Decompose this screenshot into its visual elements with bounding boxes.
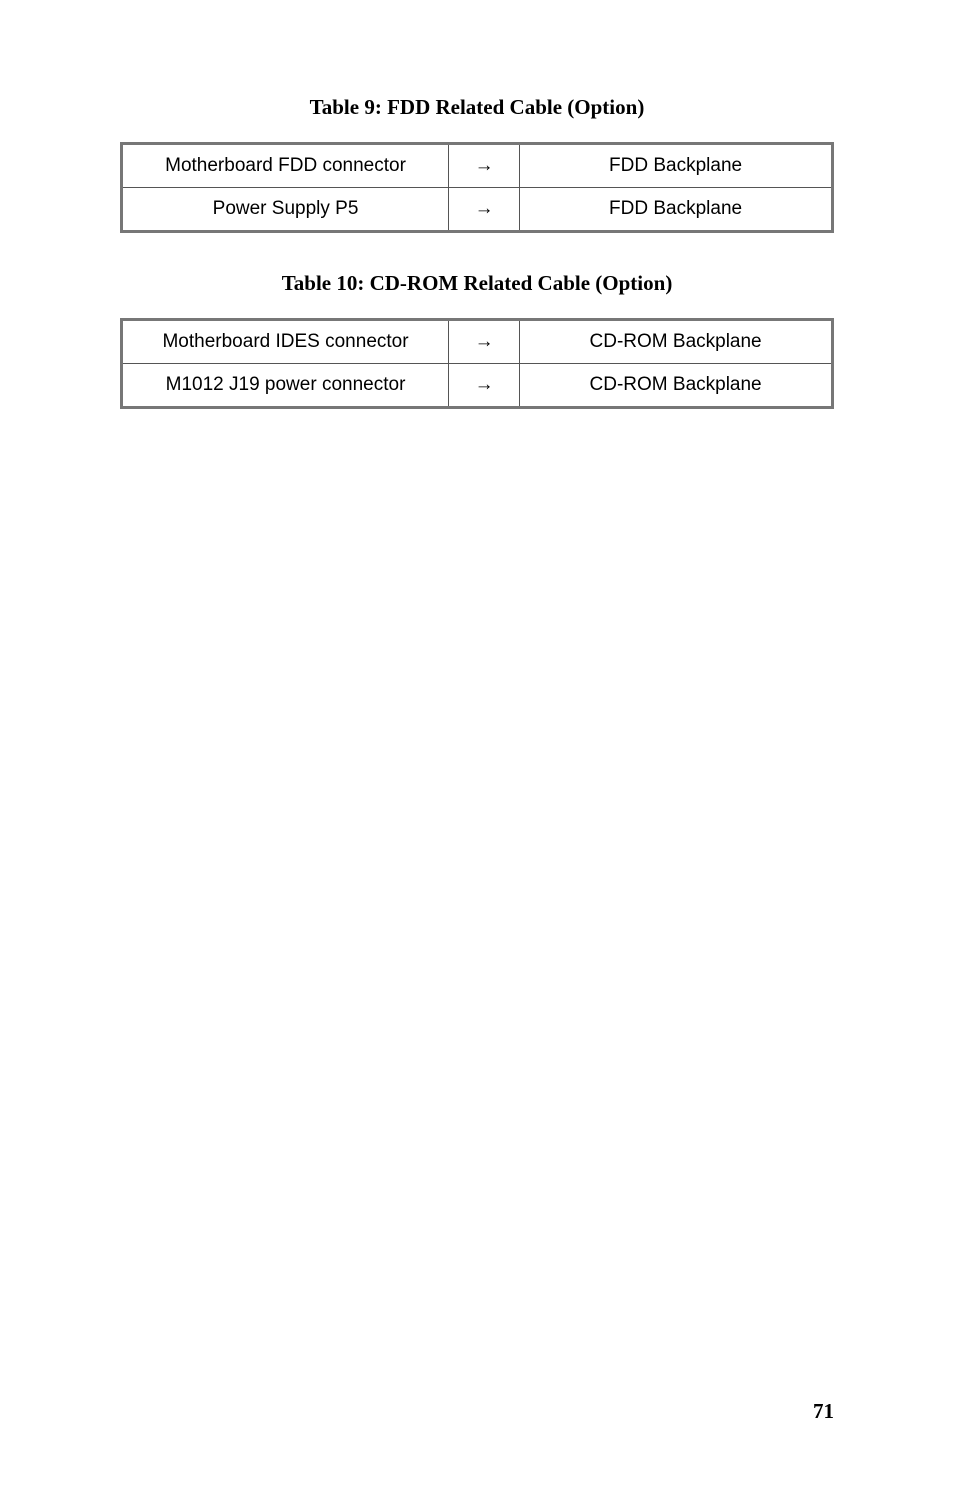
page: Table 9: FDD Related Cable (Option) Moth… bbox=[0, 0, 954, 1494]
table10-title: Table 10: CD-ROM Related Cable (Option) bbox=[120, 271, 834, 296]
arrow-icon: → bbox=[449, 144, 520, 188]
table10: Motherboard IDES connector → CD-ROM Back… bbox=[120, 318, 834, 409]
table-row: Motherboard IDES connector → CD-ROM Back… bbox=[122, 320, 833, 364]
table9-r1-right: FDD Backplane bbox=[520, 144, 833, 188]
table9-r2-right: FDD Backplane bbox=[520, 188, 833, 232]
table10-r1-left: Motherboard IDES connector bbox=[122, 320, 449, 364]
table9-title: Table 9: FDD Related Cable (Option) bbox=[120, 95, 834, 120]
table9-r1-left: Motherboard FDD connector bbox=[122, 144, 449, 188]
table10-r2-right: CD-ROM Backplane bbox=[520, 364, 833, 408]
table9-r2-left: Power Supply P5 bbox=[122, 188, 449, 232]
table9: Motherboard FDD connector → FDD Backplan… bbox=[120, 142, 834, 233]
arrow-icon: → bbox=[449, 364, 520, 408]
table10-r2-left: M1012 J19 power connector bbox=[122, 364, 449, 408]
arrow-icon: → bbox=[449, 188, 520, 232]
table10-r1-right: CD-ROM Backplane bbox=[520, 320, 833, 364]
table-row: M1012 J19 power connector → CD-ROM Backp… bbox=[122, 364, 833, 408]
arrow-icon: → bbox=[449, 320, 520, 364]
table-row: Motherboard FDD connector → FDD Backplan… bbox=[122, 144, 833, 188]
page-number: 71 bbox=[813, 1399, 834, 1424]
table-row: Power Supply P5 → FDD Backplane bbox=[122, 188, 833, 232]
